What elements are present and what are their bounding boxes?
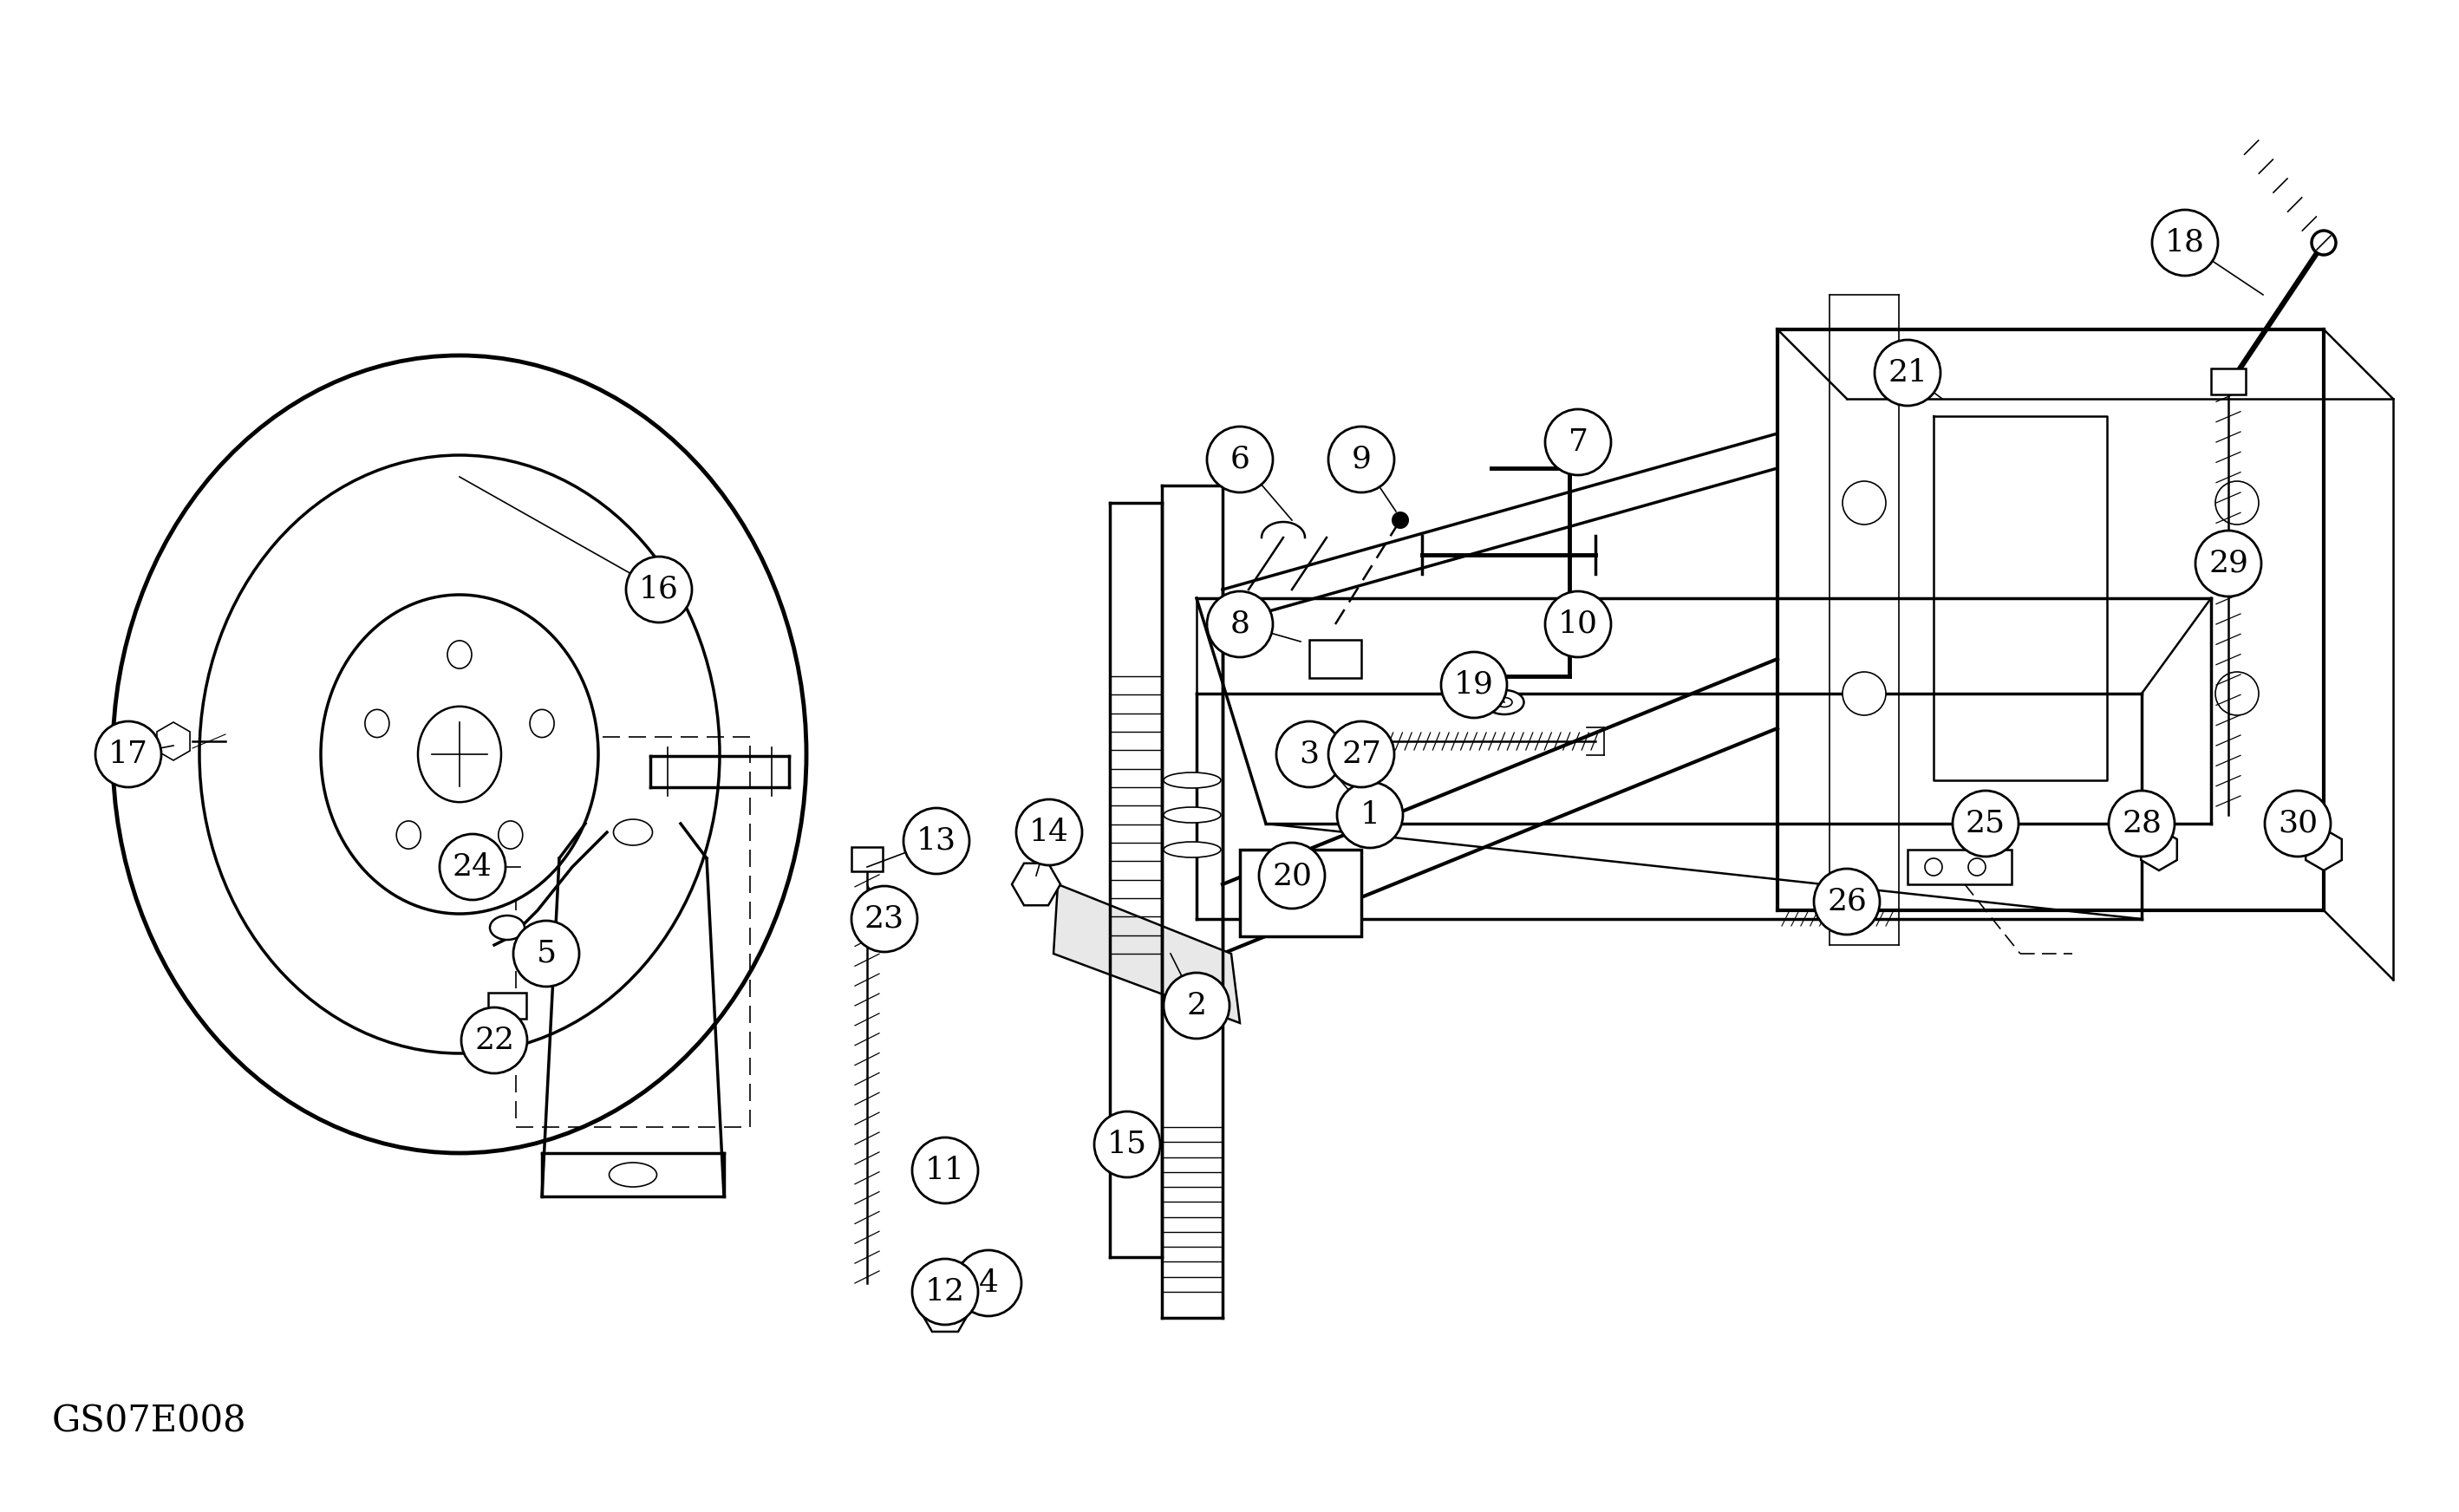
- Text: 29: 29: [2208, 549, 2248, 578]
- Ellipse shape: [1163, 842, 1220, 857]
- Ellipse shape: [529, 709, 553, 738]
- Text: 22: 22: [475, 1025, 514, 1055]
- Circle shape: [96, 721, 162, 788]
- Ellipse shape: [2311, 231, 2336, 256]
- Circle shape: [1842, 481, 1886, 525]
- FancyBboxPatch shape: [966, 1267, 1011, 1300]
- Text: 27: 27: [1343, 739, 1382, 770]
- Ellipse shape: [364, 709, 389, 738]
- Text: 24: 24: [452, 853, 492, 881]
- Text: 11: 11: [925, 1155, 964, 1185]
- Text: 9: 9: [1352, 445, 1372, 475]
- Circle shape: [851, 886, 917, 953]
- Polygon shape: [1052, 885, 1239, 1024]
- Text: 20: 20: [1271, 860, 1311, 891]
- Circle shape: [1925, 859, 1943, 875]
- Circle shape: [1392, 511, 1409, 529]
- Circle shape: [514, 921, 580, 987]
- Circle shape: [1544, 410, 1611, 475]
- Text: 13: 13: [917, 826, 957, 856]
- FancyBboxPatch shape: [1239, 850, 1362, 936]
- Ellipse shape: [489, 916, 524, 940]
- Circle shape: [957, 1250, 1020, 1315]
- Circle shape: [1276, 721, 1343, 788]
- Circle shape: [1815, 869, 1879, 934]
- Circle shape: [1328, 426, 1394, 493]
- Text: 21: 21: [1889, 358, 1928, 387]
- Text: 12: 12: [925, 1278, 964, 1306]
- Ellipse shape: [499, 821, 524, 848]
- Circle shape: [462, 1007, 526, 1074]
- Circle shape: [2216, 481, 2260, 525]
- Ellipse shape: [1498, 697, 1512, 708]
- Text: 15: 15: [1107, 1129, 1148, 1160]
- Ellipse shape: [1163, 807, 1220, 823]
- Text: 8: 8: [1230, 609, 1249, 640]
- Circle shape: [627, 556, 691, 623]
- Ellipse shape: [448, 641, 472, 668]
- Ellipse shape: [612, 820, 652, 845]
- Circle shape: [2196, 531, 2262, 596]
- Circle shape: [2265, 791, 2331, 857]
- Text: 30: 30: [2277, 809, 2319, 838]
- Text: 4: 4: [979, 1269, 998, 1297]
- Ellipse shape: [937, 1173, 954, 1184]
- Ellipse shape: [1289, 875, 1313, 894]
- Ellipse shape: [1485, 689, 1525, 714]
- Ellipse shape: [320, 594, 598, 913]
- FancyBboxPatch shape: [2211, 369, 2245, 395]
- Circle shape: [912, 1137, 979, 1204]
- Circle shape: [1259, 842, 1325, 909]
- Text: 1: 1: [1360, 800, 1379, 830]
- Text: 16: 16: [639, 575, 679, 605]
- Circle shape: [2152, 210, 2218, 275]
- Circle shape: [440, 835, 507, 900]
- Text: 7: 7: [1569, 428, 1589, 457]
- Circle shape: [1207, 591, 1274, 658]
- Circle shape: [912, 1259, 979, 1325]
- FancyBboxPatch shape: [1908, 850, 2011, 885]
- Ellipse shape: [1163, 773, 1220, 788]
- Circle shape: [2216, 671, 2260, 715]
- Text: 19: 19: [1453, 670, 1495, 700]
- Circle shape: [1874, 340, 1940, 405]
- Text: 5: 5: [536, 939, 556, 968]
- Circle shape: [2110, 791, 2174, 857]
- Circle shape: [1441, 652, 1507, 718]
- FancyBboxPatch shape: [1308, 640, 1362, 677]
- Circle shape: [1338, 782, 1404, 848]
- Text: 23: 23: [866, 904, 905, 934]
- Ellipse shape: [925, 1166, 966, 1191]
- Text: 6: 6: [1230, 445, 1249, 475]
- Circle shape: [1207, 426, 1274, 493]
- Text: 25: 25: [1965, 809, 2007, 838]
- Text: 14: 14: [1030, 818, 1070, 847]
- Circle shape: [1967, 859, 1984, 875]
- FancyBboxPatch shape: [851, 847, 883, 871]
- Circle shape: [1328, 721, 1394, 788]
- Circle shape: [1016, 800, 1082, 865]
- Text: 26: 26: [1827, 888, 1866, 916]
- Ellipse shape: [610, 1163, 657, 1187]
- Circle shape: [1094, 1111, 1161, 1178]
- Ellipse shape: [396, 821, 420, 848]
- Circle shape: [1544, 591, 1611, 658]
- Circle shape: [1163, 972, 1230, 1039]
- Text: 18: 18: [2164, 228, 2206, 257]
- Circle shape: [902, 807, 969, 874]
- Circle shape: [1842, 671, 1886, 715]
- Circle shape: [1952, 791, 2019, 857]
- Text: GS07E008: GS07E008: [52, 1403, 246, 1439]
- Text: 3: 3: [1298, 739, 1320, 770]
- FancyBboxPatch shape: [489, 993, 526, 1019]
- Text: 2: 2: [1188, 990, 1207, 1021]
- Text: 28: 28: [2122, 809, 2161, 838]
- Text: 10: 10: [1559, 609, 1598, 640]
- Ellipse shape: [418, 706, 502, 803]
- Text: 17: 17: [108, 739, 148, 770]
